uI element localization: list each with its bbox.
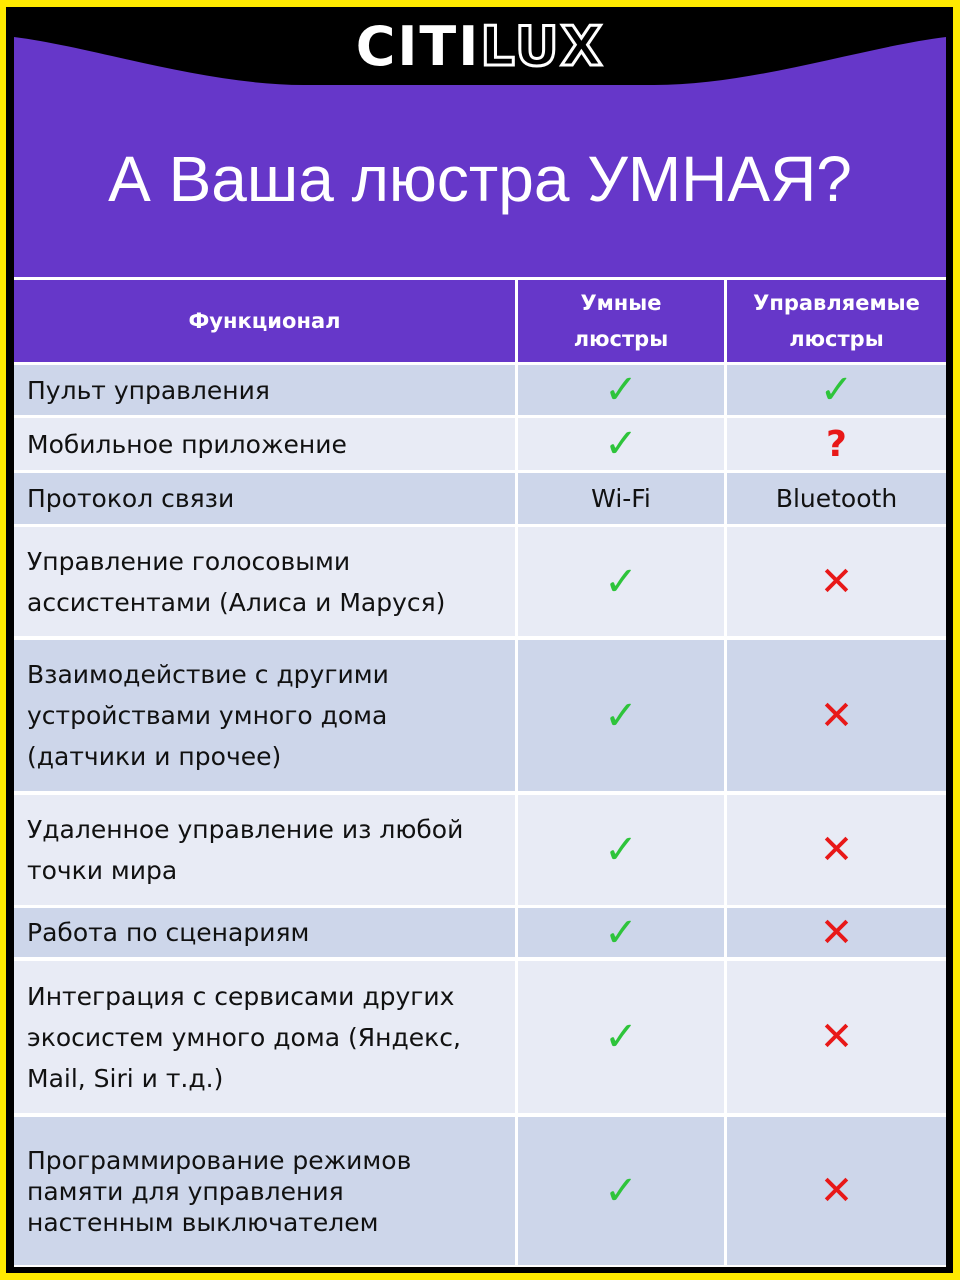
table-row: Мобильное приложение ✓?	[14, 418, 946, 470]
cell-value: Wi-Fi	[591, 484, 651, 513]
smart-cell: ✓	[518, 795, 724, 905]
feature-label: Мобильное приложение	[27, 429, 347, 459]
header-cell: Умные люстры	[518, 280, 724, 362]
feature-cell: Пульт управления	[14, 365, 515, 415]
controlled-cell: ✕	[727, 795, 946, 905]
smart-cell: ✓	[518, 365, 724, 415]
table-row: Программирование режимов памяти для упра…	[14, 1117, 946, 1265]
controlled-cell: ✕	[727, 908, 946, 957]
cross-icon: ✕	[819, 558, 854, 605]
controlled-cell: Bluetooth	[727, 473, 946, 524]
header-cell: Управляемые люстры	[727, 280, 946, 362]
cross-icon: ✕	[819, 1168, 854, 1214]
cross-icon: ✕	[819, 827, 854, 873]
feature-cell: Удаленное управление из любой точки мира	[14, 795, 515, 905]
check-icon: ✓	[604, 367, 638, 413]
table-row: Протокол связи Wi-Fi Bluetooth	[14, 473, 946, 524]
check-icon: ✓	[604, 909, 638, 956]
check-icon: ✓	[604, 1168, 638, 1214]
feature-label: Программирование режимов памяти для упра…	[27, 1145, 412, 1237]
table-row: Работа по сценариям ✓ ✕	[14, 908, 946, 957]
check-icon: ✓	[604, 421, 638, 467]
controlled-cell: ✓	[727, 365, 946, 415]
header-banner: CITILUX А Ваша люстра УМНАЯ?	[14, 7, 946, 277]
logo-background	[14, 7, 946, 85]
feature-cell: Мобильное приложение	[14, 418, 515, 470]
feature-cell: Программирование режимов памяти для упра…	[14, 1117, 515, 1265]
check-icon: ✓	[604, 827, 638, 873]
table-row: Управление голосовыми ассистентами (Алис…	[14, 527, 946, 636]
feature-label: Взаимодействие с другими устройствами ум…	[27, 660, 389, 771]
feature-label: Пульт управления	[27, 375, 270, 405]
citilux-logo: CITILUX	[14, 15, 946, 78]
smart-cell: ✓	[518, 418, 724, 470]
feature-label: Удаленное управление из любой точки мира	[27, 815, 464, 885]
smart-cell: ✓	[518, 527, 724, 636]
feature-cell: Протокол связи	[14, 473, 515, 524]
table-header-row: Функционал Умные люстры Управляемые люстры	[14, 280, 946, 362]
feature-cell: Взаимодействие с другими устройствами ум…	[14, 640, 515, 791]
check-icon: ✓	[604, 1014, 638, 1060]
cross-icon: ✕	[819, 1014, 854, 1060]
cell-value: Bluetooth	[775, 484, 898, 513]
table-row: Интеграция с сервисами других экосистем …	[14, 961, 946, 1113]
check-icon: ✓	[604, 692, 638, 739]
check-icon: ✓	[604, 558, 638, 605]
smart-cell: ✓	[518, 961, 724, 1113]
feature-label: Протокол связи	[27, 484, 235, 513]
controlled-cell: ✕	[727, 527, 946, 636]
check-icon: ✓	[819, 367, 854, 413]
controlled-cell: ✕	[727, 961, 946, 1113]
feature-cell: Работа по сценариям	[14, 908, 515, 957]
table-row: Пульт управления ✓ ✓	[14, 365, 946, 415]
table-row: Взаимодействие с другими устройствами ум…	[14, 640, 946, 791]
smart-cell: ✓	[518, 1117, 724, 1265]
smart-cell: ✓	[518, 908, 724, 957]
feature-cell: Управление голосовыми ассистентами (Алис…	[14, 527, 515, 636]
feature-label: Интеграция с сервисами других экосистем …	[27, 981, 461, 1093]
feature-label: Работа по сценариям	[27, 918, 310, 947]
smart-cell: ✓	[518, 640, 724, 791]
logo-text-lux: LUX	[479, 15, 605, 78]
header-cell: Функционал	[14, 280, 515, 362]
controlled-cell: ✕	[727, 1117, 946, 1265]
question-icon: ?	[826, 423, 847, 465]
table-row: Удаленное управление из любой точки мира…	[14, 795, 946, 905]
controlled-cell: ✕	[727, 640, 946, 791]
smart-cell: Wi-Fi	[518, 473, 724, 524]
feature-label: Управление голосовыми ассистентами (Алис…	[27, 546, 446, 617]
controlled-cell: ?	[727, 418, 946, 470]
cross-icon: ✕	[819, 909, 854, 956]
feature-cell: Интеграция с сервисами других экосистем …	[14, 961, 515, 1113]
logo-text-citi: CITI	[355, 15, 481, 78]
page-title: А Ваша люстра УМНАЯ?	[108, 143, 852, 215]
cross-icon: ✕	[819, 692, 854, 739]
